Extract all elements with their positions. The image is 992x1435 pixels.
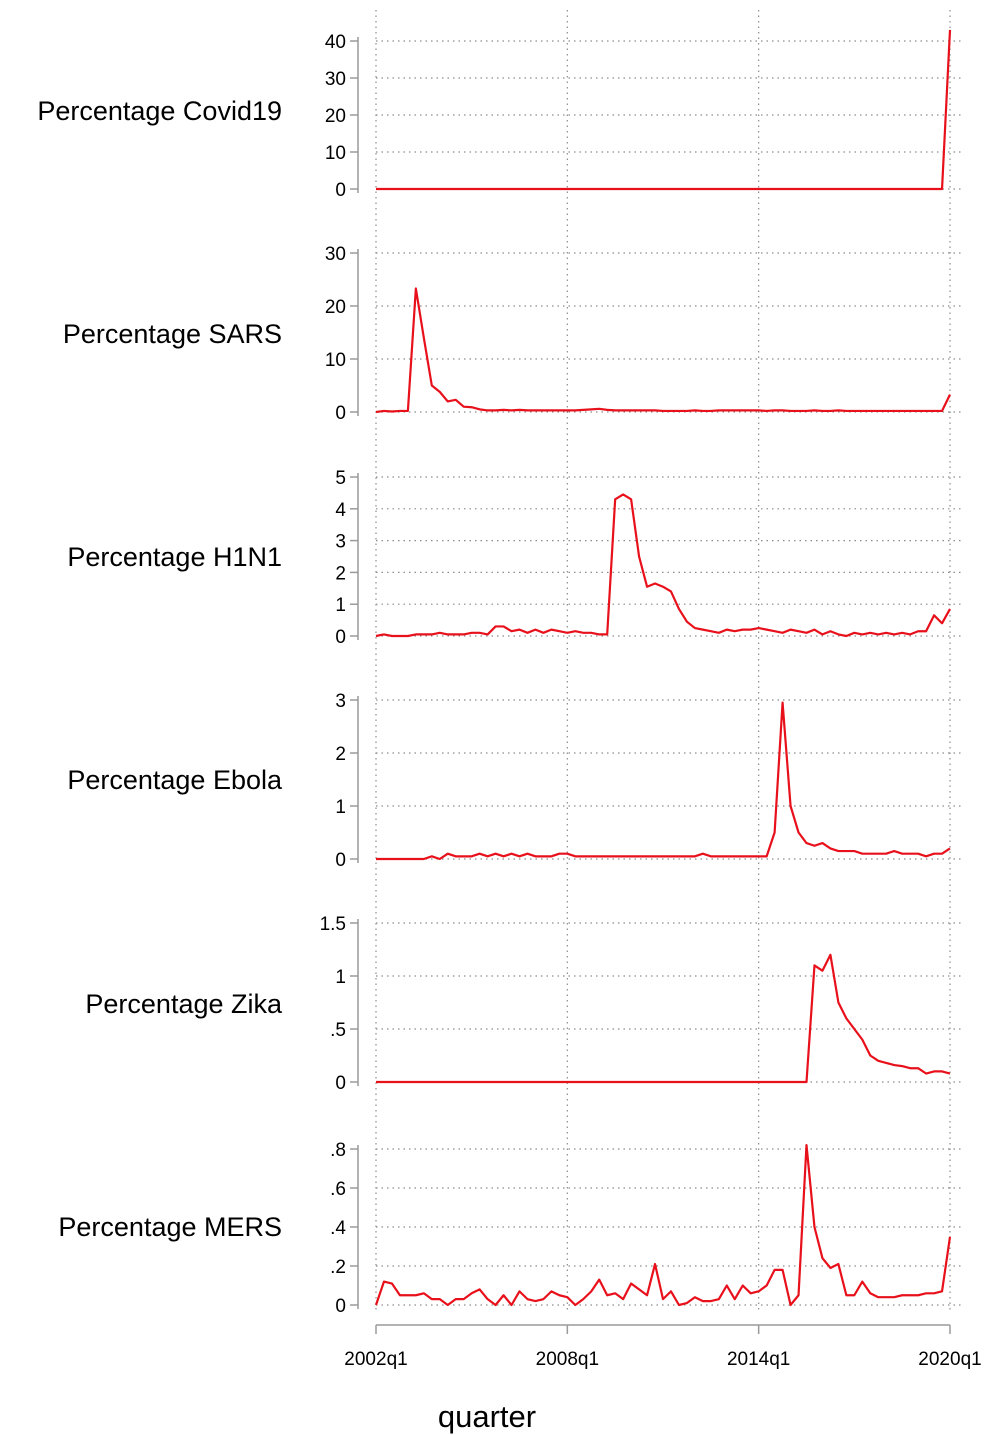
y-tick-label: 40 [325,32,346,53]
panel-3: 0 1 2 3 4 5 Percentage H1N1 [67,468,962,648]
y-tick-label: 0 [335,403,346,424]
y-tick-label: 10 [325,350,346,371]
panel-ylabel: Percentage Ebola [67,765,283,795]
x-tick-label: 2020q1 [918,1349,981,1370]
x-tick-label: 2014q1 [727,1349,790,1370]
series-line [375,493,951,638]
series-line [374,1144,952,1307]
series-line [375,287,951,414]
y-tick-label: 10 [325,143,346,164]
y-tick-label: 1 [335,595,346,616]
panel-ylabel: Percentage MERS [58,1212,282,1242]
y-tick-label: .2 [330,1257,346,1278]
y-tick-label: 0 [335,1296,346,1317]
x-tick-label: 2002q1 [344,1349,407,1370]
panel-1: 0 10 20 30 40 Percentage Covid19 [37,29,962,201]
y-tick-label: 1 [335,967,346,988]
y-tick-label: .6 [330,1179,346,1200]
y-tick-label: 4 [335,500,346,521]
y-tick-label: 0 [335,850,346,871]
y-tick-label: 5 [335,468,346,489]
series-line [376,953,951,1084]
y-tick-label: 3 [335,691,346,712]
y-tick-label: 0 [335,627,346,648]
y-tick-label: 3 [335,532,346,553]
y-tick-label: 2 [335,563,346,584]
panel-6: 0 .2 .4 .6 .8 Percentage MERS [58,1140,962,1317]
y-tick-label: 20 [325,106,346,127]
panel-ylabel: Percentage Covid19 [37,96,282,126]
panel-ylabel: Percentage Zika [85,989,283,1019]
y-tick-label: 2 [335,744,346,765]
panel-5: 0 .5 1 1.5 Percentage Zika [85,914,962,1094]
y-tick-label: .5 [330,1020,346,1041]
y-tick-label: 0 [335,180,346,201]
y-tick-label: 30 [325,244,346,265]
series-line [376,29,952,191]
x-tick-label: 2008q1 [536,1349,599,1370]
y-tick-label: 1.5 [320,914,346,935]
y-tick-label: 1 [335,797,346,818]
y-tick-label: .8 [330,1140,346,1161]
series-line [376,701,951,861]
panel-ylabel: Percentage H1N1 [67,542,282,572]
y-tick-label: 0 [335,1073,346,1094]
y-tick-label: .4 [330,1218,346,1239]
x-axis-title: quarter [438,1399,536,1434]
panel-2: 0 10 20 30 Percentage SARS [63,244,962,424]
panel-ylabel: Percentage SARS [63,319,282,349]
y-tick-label: 20 [325,297,346,318]
panel-4: 0 1 2 3 Percentage Ebola [67,691,962,871]
y-tick-label: 30 [325,69,346,90]
